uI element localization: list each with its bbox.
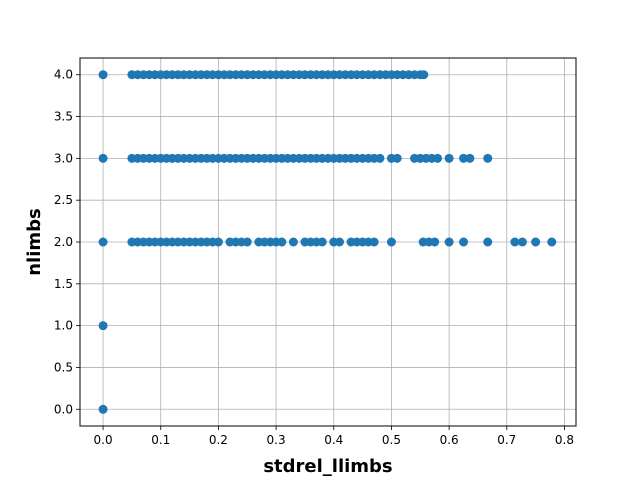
x-axis-ticks: 0.0 0.1 0.2 0.3 0.4 0.5 0.6 0.7 0.8 <box>94 426 574 447</box>
data-point <box>444 237 454 247</box>
data-point <box>459 153 469 163</box>
data-point <box>444 153 454 163</box>
data-point <box>547 237 557 247</box>
data-point <box>98 153 108 163</box>
data-point <box>277 237 287 247</box>
data-point <box>98 70 108 80</box>
y-tick-label: 1.0 <box>54 319 73 333</box>
data-point <box>213 237 223 247</box>
y-tick-label: 3.5 <box>54 110 73 124</box>
x-tick-label: 0.1 <box>151 433 170 447</box>
data-point <box>517 237 527 247</box>
data-point <box>98 237 108 247</box>
y-tick-label: 2.0 <box>54 235 73 249</box>
y-axis-ticks: 0.0 0.5 1.0 1.5 2.0 2.5 3.0 3.5 4.0 <box>54 68 80 416</box>
data-point <box>288 237 298 247</box>
data-point <box>531 237 541 247</box>
y-axis-title: nlimbs <box>24 208 45 276</box>
data-points <box>98 70 557 414</box>
x-axis-title: stdrel_llimbs <box>263 456 392 477</box>
data-point <box>459 237 469 247</box>
x-tick-label: 0.0 <box>94 433 113 447</box>
x-tick-label: 0.6 <box>440 433 459 447</box>
x-tick-label: 0.8 <box>555 433 574 447</box>
data-point <box>392 153 402 163</box>
data-point <box>317 237 327 247</box>
data-point <box>242 237 252 247</box>
data-point <box>433 153 443 163</box>
y-tick-label: 2.5 <box>54 193 73 207</box>
y-tick-label: 0.0 <box>54 402 73 416</box>
data-point <box>483 237 493 247</box>
data-point <box>369 237 379 247</box>
y-tick-label: 0.5 <box>54 360 73 374</box>
data-point <box>98 404 108 414</box>
data-point <box>386 237 396 247</box>
x-tick-label: 0.5 <box>382 433 401 447</box>
x-tick-label: 0.4 <box>324 433 343 447</box>
y-tick-label: 4.0 <box>54 68 73 82</box>
data-point <box>483 153 493 163</box>
y-tick-label: 3.0 <box>54 151 73 165</box>
x-tick-label: 0.2 <box>209 433 228 447</box>
data-point <box>335 237 345 247</box>
data-point <box>375 153 385 163</box>
x-tick-label: 0.7 <box>497 433 516 447</box>
y-tick-label: 1.5 <box>54 277 73 291</box>
data-point <box>419 70 429 80</box>
data-point <box>430 237 440 247</box>
x-tick-label: 0.3 <box>267 433 286 447</box>
data-point <box>465 153 475 163</box>
data-point <box>98 321 108 331</box>
data-point <box>510 237 520 247</box>
